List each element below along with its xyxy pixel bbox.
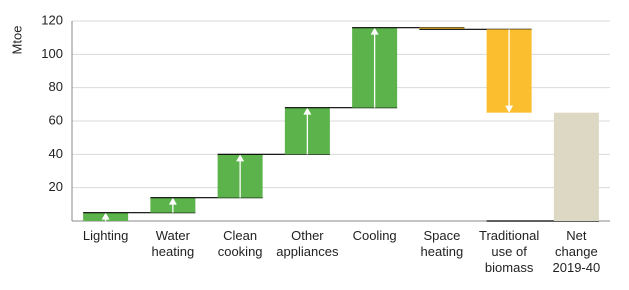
arrow-head (236, 154, 245, 162)
arrow-head (370, 27, 379, 35)
x-tick-label: Space heating (421, 228, 464, 259)
x-tick-label-line: change (555, 244, 598, 259)
x-tick-label-line: Traditional (479, 228, 539, 243)
y-tick-label: 120 (41, 12, 63, 27)
y-tick-label: 80 (49, 79, 63, 94)
arrow-head (505, 105, 514, 113)
y-tick-label: 100 (41, 46, 63, 61)
x-tick-label-line: heating (152, 244, 195, 259)
x-tick-label: Lighting (83, 228, 129, 243)
y-tick-label: 20 (49, 179, 63, 194)
y-tick-label: 60 (49, 112, 63, 127)
y-axis-label: Mtoe (9, 26, 24, 55)
x-tick-label: Net change 2019-40 (553, 228, 601, 275)
x-tick-label-line: Cooling (353, 228, 397, 243)
x-tick-label: Traditional use of biomass (479, 228, 539, 275)
x-tick-label-line: 2019-40 (553, 260, 601, 275)
x-tick-label-line: use of (491, 244, 527, 259)
x-tick-label-line: Lighting (83, 228, 129, 243)
arrow-head (303, 107, 312, 115)
x-tick-label: Other appliances (276, 228, 339, 259)
arrow-head (101, 212, 110, 220)
x-tick-label-line: Space (423, 228, 460, 243)
x-tick-label-line: Water (156, 228, 191, 243)
x-tick-label-line: heating (421, 244, 464, 259)
x-tick-label: Cooling (353, 228, 397, 243)
bar (419, 27, 465, 30)
x-tick-label-line: biomass (485, 260, 534, 275)
x-tick-label-line: Net (566, 228, 587, 243)
x-tick-label-line: Other (291, 228, 324, 243)
x-tick-label-line: Clean (223, 228, 257, 243)
y-tick-label: 40 (49, 146, 63, 161)
x-tick-label-line: cooking (218, 244, 263, 259)
bar (553, 112, 599, 221)
arrow-head (168, 197, 177, 205)
x-tick-label: Water heating (152, 228, 195, 259)
x-tick-label: Clean cooking (218, 228, 263, 259)
x-tick-label-line: appliances (276, 244, 339, 259)
